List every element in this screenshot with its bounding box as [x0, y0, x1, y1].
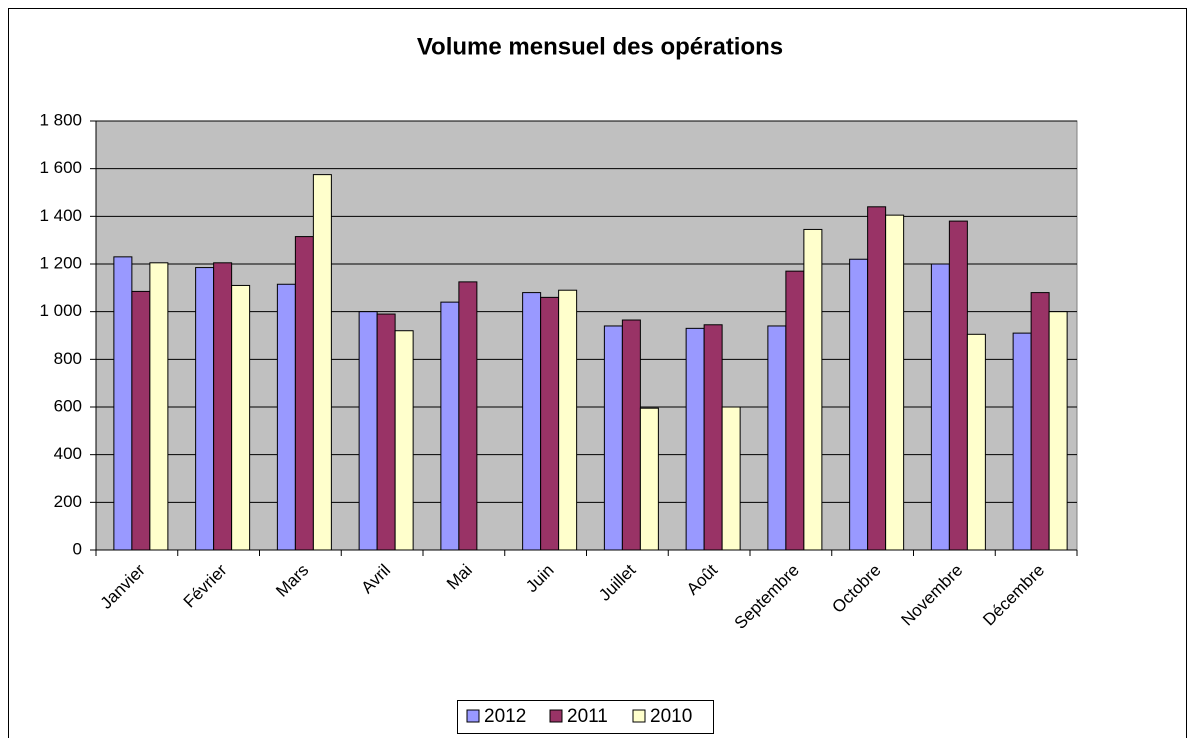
legend-label: 2012 [484, 706, 526, 727]
bar [276, 283, 296, 551]
bar [639, 407, 659, 551]
y-tick-label: 400 [54, 444, 82, 463]
legend: 2012 2011 2010 [457, 700, 714, 734]
y-tick-label: 1 600 [39, 158, 82, 177]
y-tick-label: 800 [54, 349, 82, 368]
legend-box [457, 700, 714, 734]
legend-swatch [549, 709, 563, 723]
y-tick-label: 0 [73, 539, 82, 558]
legend-swatch [466, 709, 480, 723]
bar [213, 262, 233, 551]
chart-title: Volume mensuel des opérations [417, 33, 783, 60]
bar [721, 406, 741, 551]
bar [376, 313, 396, 551]
bar [131, 290, 151, 551]
bar [621, 319, 641, 551]
bar [1012, 332, 1032, 551]
bar [603, 325, 623, 551]
bar [231, 284, 251, 551]
bar [867, 206, 887, 551]
bar [358, 311, 378, 551]
bar [803, 228, 823, 551]
y-tick-label: 1 400 [39, 206, 82, 225]
y-tick-label: 200 [54, 492, 82, 511]
bar [113, 256, 133, 551]
bar [540, 296, 560, 551]
y-tick-label: 1 200 [39, 253, 82, 272]
bar [767, 325, 787, 551]
bar [966, 333, 986, 551]
legend-label: 2010 [650, 706, 692, 727]
bar [149, 262, 169, 551]
bar [1048, 311, 1068, 551]
bar [685, 327, 705, 551]
legend-label: 2011 [567, 706, 608, 727]
bar [849, 258, 869, 551]
bar [440, 301, 460, 551]
bar [312, 174, 332, 551]
y-tick-label: 1 000 [39, 301, 82, 320]
bar [1030, 292, 1050, 551]
bar [703, 324, 723, 551]
bar [458, 281, 478, 551]
y-tick-label: 1 800 [39, 110, 82, 129]
bar [930, 263, 950, 551]
plot-area [95, 120, 1078, 551]
y-tick-label: 600 [54, 396, 82, 415]
bar [558, 289, 578, 551]
bar [785, 270, 805, 551]
bar [948, 220, 968, 551]
bar [885, 214, 905, 551]
bar [294, 236, 314, 551]
bar [394, 330, 414, 551]
legend-swatch [632, 709, 646, 723]
bar [522, 292, 542, 551]
bar [195, 267, 215, 551]
